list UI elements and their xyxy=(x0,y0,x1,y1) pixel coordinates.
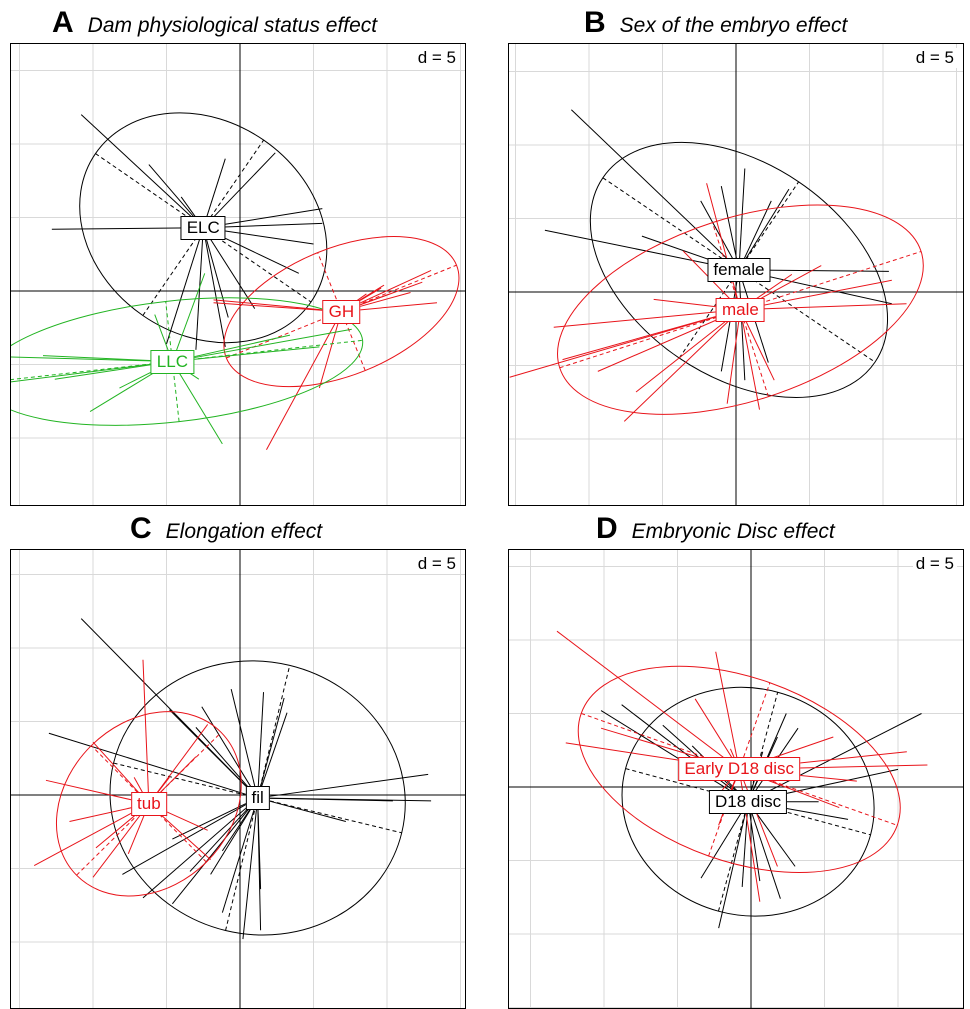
star-segment xyxy=(715,651,740,770)
star-segment xyxy=(92,803,150,878)
group-gh xyxy=(213,236,460,450)
star-segment xyxy=(11,361,173,383)
star-segment xyxy=(142,797,258,899)
star-segment xyxy=(202,227,256,309)
panel-b-title: B Sex of the embryo effect xyxy=(584,6,847,40)
group-label-male: male xyxy=(715,297,765,322)
star-segment xyxy=(706,183,741,310)
star-segment xyxy=(48,732,258,799)
group-label-llc: LLC xyxy=(150,349,194,374)
panel-a-scale-label: d = 5 xyxy=(414,48,459,68)
panel-a-letter: A xyxy=(52,6,74,39)
panel-d-title: D Embryonic Disc effect xyxy=(596,512,835,546)
star-segment xyxy=(718,801,749,929)
panel-d-letter: D xyxy=(596,512,618,545)
star-segment xyxy=(700,801,749,879)
panel-c-svg xyxy=(11,550,465,1008)
panel-a-subtitle: Dam physiological status effect xyxy=(87,14,378,37)
star-segment xyxy=(571,109,740,271)
star-segment xyxy=(747,801,761,882)
star-segment xyxy=(171,273,206,362)
star-segment xyxy=(747,801,781,899)
group-label-female: female xyxy=(707,257,771,282)
panel-c-title: C Elongation effect xyxy=(130,512,322,546)
star-segment xyxy=(739,309,761,410)
star-segment xyxy=(202,227,226,347)
star-segment xyxy=(635,309,741,393)
group-label-elc: ELC xyxy=(180,215,226,240)
star-segment xyxy=(230,689,259,799)
star-segment xyxy=(257,712,288,799)
star-segment xyxy=(189,797,259,872)
group-label-fil: fil xyxy=(245,785,270,810)
panel-c-subtitle: Elongation effect xyxy=(165,520,323,543)
star-segment xyxy=(51,227,204,230)
ellipse-major-axis xyxy=(226,264,457,359)
star-segment xyxy=(257,797,393,802)
star-segment xyxy=(202,152,276,229)
star-segment xyxy=(80,114,204,229)
star-segment xyxy=(166,227,204,345)
star-segment xyxy=(172,797,258,840)
panel-a-title: A Dam physiological status effect xyxy=(52,6,377,40)
panel-b-letter: B xyxy=(584,6,606,39)
panel-b-plot: d = 5 female male xyxy=(508,43,964,506)
star-segment xyxy=(720,186,740,271)
group-label-gh: GH xyxy=(322,299,361,324)
panel-b-subtitle: Sex of the embryo effect xyxy=(619,14,848,37)
star-segment xyxy=(122,797,258,875)
panel-c-letter: C xyxy=(130,512,152,545)
panel-d-subtitle: Embryonic Disc effect xyxy=(631,520,835,543)
panel-c-plot: d = 5 fil tub xyxy=(10,549,466,1009)
star-segment xyxy=(556,630,740,770)
star-segment xyxy=(11,356,173,363)
panel-a-grid xyxy=(11,44,465,505)
star-segment xyxy=(257,697,285,799)
star-segment xyxy=(257,773,429,799)
panel-d-plot: d = 5 D18 disc Early D18 disc xyxy=(508,549,964,1009)
star-segment xyxy=(726,309,741,404)
star-segment xyxy=(738,188,790,271)
panel-a-plot: d = 5 ELC GH LLC xyxy=(10,43,466,506)
star-segment xyxy=(172,346,320,363)
star-segment xyxy=(257,797,262,890)
star-segment xyxy=(623,309,741,422)
star-segment xyxy=(740,303,907,311)
star-segment xyxy=(738,269,746,381)
star-segment xyxy=(202,227,229,318)
star-segment xyxy=(600,710,749,803)
panel-a-svg xyxy=(11,44,465,505)
star-segment xyxy=(210,797,259,875)
ellipse-minor-axis xyxy=(90,745,207,863)
star-segment xyxy=(221,797,259,913)
star-segment xyxy=(562,309,741,361)
star-segment xyxy=(142,659,150,804)
star-segment xyxy=(171,797,259,905)
star-segment xyxy=(740,279,892,311)
star-segment xyxy=(738,168,746,270)
star-segment xyxy=(741,801,749,887)
panel-b-scale-label: d = 5 xyxy=(912,48,957,68)
star-segment xyxy=(213,299,342,313)
ellipse-minor-axis xyxy=(165,301,180,422)
star-segment xyxy=(171,361,223,445)
star-segment xyxy=(544,229,740,271)
star-segment xyxy=(33,803,150,867)
star-segment xyxy=(553,309,741,328)
star-segment xyxy=(266,311,342,450)
star-segment xyxy=(169,709,258,799)
star-segment xyxy=(747,713,922,803)
group-label-early-d18-disc: Early D18 disc xyxy=(678,757,801,782)
group-label-d18-disc: D18 disc xyxy=(708,789,788,814)
star-segment xyxy=(172,328,352,363)
star-segment xyxy=(738,769,778,867)
star-segment xyxy=(201,706,259,799)
star-segment xyxy=(242,797,259,940)
panel-c-scale-label: d = 5 xyxy=(414,554,459,574)
star-segment xyxy=(318,311,342,389)
panel-d-scale-label: d = 5 xyxy=(912,554,957,574)
ellipse-major-axis xyxy=(95,153,312,303)
star-segment xyxy=(257,692,265,798)
group-label-tub: tub xyxy=(131,791,167,816)
